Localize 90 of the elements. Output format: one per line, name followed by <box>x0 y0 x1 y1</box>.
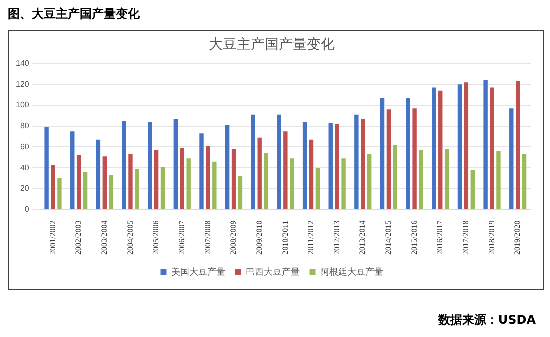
bar <box>76 156 82 210</box>
bar <box>264 153 268 210</box>
chart-title: 图、大豆主产国产量变化 <box>8 6 140 23</box>
y-tick-label: 20 <box>20 184 30 194</box>
bar <box>464 82 469 210</box>
bar <box>44 127 49 210</box>
x-tick-label: 2018/2019 <box>487 220 496 256</box>
x-tick-label: 2009/2010 <box>254 220 264 256</box>
bar <box>160 167 166 210</box>
legend-label: 阿根廷大豆产量 <box>320 266 384 277</box>
bar <box>109 175 114 210</box>
bar <box>70 132 75 210</box>
bar <box>128 154 133 210</box>
x-tick-label: 2010/2011 <box>280 220 290 255</box>
bar <box>490 88 494 210</box>
bar <box>180 148 184 210</box>
bar <box>200 134 204 210</box>
source-note: 数据来源：USDA <box>438 312 536 329</box>
bar <box>232 149 236 210</box>
bar <box>412 108 417 210</box>
x-tick-label: 2006/2007 <box>177 220 186 256</box>
x-tick-label: 2008/2009 <box>229 220 238 256</box>
bar <box>148 122 152 210</box>
bar <box>174 119 178 210</box>
bar <box>102 156 108 210</box>
bar <box>510 108 514 210</box>
bar <box>302 122 308 210</box>
y-tick-label: 120 <box>16 80 30 89</box>
y-tick-label: 60 <box>20 142 30 152</box>
legend-label: 巴西大豆产量 <box>246 266 300 277</box>
y-tick-label: 80 <box>20 122 30 131</box>
bar <box>432 88 436 210</box>
bar <box>96 140 101 210</box>
bar <box>206 146 210 210</box>
bar <box>83 172 88 210</box>
bar <box>225 125 230 210</box>
bar <box>238 176 243 210</box>
x-tick-label: 2019/2020 <box>513 220 522 256</box>
chart-subtitle: 大豆主产国产量变化 <box>209 37 335 54</box>
bar <box>316 168 320 210</box>
bar <box>154 150 159 210</box>
y-tick-label: 140 <box>16 59 30 68</box>
x-tick-label: 2003/2004 <box>100 220 109 256</box>
legend-label: 美国大豆产量 <box>171 266 226 277</box>
bar <box>284 132 288 210</box>
bar <box>335 124 340 210</box>
bar <box>186 158 191 210</box>
bar <box>484 80 488 210</box>
y-tick-label: 100 <box>16 100 30 110</box>
x-tick-label: 2012/2013 <box>332 220 342 256</box>
bar <box>438 90 443 210</box>
bar <box>386 110 392 210</box>
bar <box>470 170 475 210</box>
bar <box>361 119 366 210</box>
x-tick-label: 2015/2016 <box>410 220 419 256</box>
bar <box>406 98 410 210</box>
x-tick-label: 2013/2014 <box>358 220 368 256</box>
x-tick-label: 2001/2002 <box>48 220 58 256</box>
bar <box>309 140 314 210</box>
bar <box>135 169 140 210</box>
bar <box>368 154 372 210</box>
bar <box>51 164 56 210</box>
bar <box>328 123 333 210</box>
bar <box>251 114 256 210</box>
bar <box>290 158 294 210</box>
bar <box>444 149 450 210</box>
bar <box>496 151 501 210</box>
bar <box>516 82 520 210</box>
x-tick-label: 2016/2017 <box>436 220 445 256</box>
x-tick-label: 2011/2012 <box>306 220 316 255</box>
x-tick-label: 2005/2006 <box>152 220 161 256</box>
bar <box>458 84 462 210</box>
bar <box>212 162 217 210</box>
x-tick-label: 2002/2003 <box>74 220 84 256</box>
bar <box>380 98 385 210</box>
x-tick-label: 2017/2018 <box>462 220 471 256</box>
x-tick-label: 2004/2005 <box>126 220 135 256</box>
x-tick-label: 2007/2008 <box>203 220 212 256</box>
bar <box>393 145 398 210</box>
bar <box>277 114 282 210</box>
x-tick-label: 2014/2015 <box>384 220 394 256</box>
bar <box>122 121 126 210</box>
bar <box>354 114 359 210</box>
bar <box>58 178 62 210</box>
bar <box>258 138 262 210</box>
y-tick-label: 40 <box>20 163 30 172</box>
bar <box>419 150 424 210</box>
bar <box>522 154 527 210</box>
bar <box>342 158 346 210</box>
y-tick-label: 0 <box>24 204 30 214</box>
